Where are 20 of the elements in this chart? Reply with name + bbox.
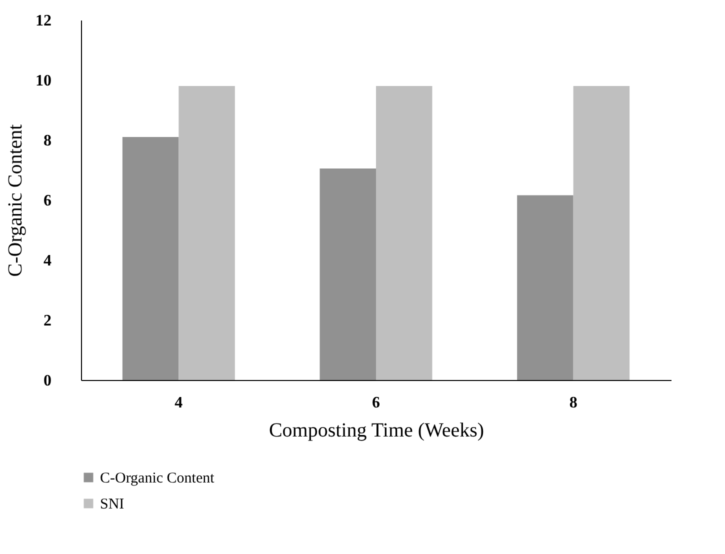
- x-tick-label: 4: [174, 394, 183, 412]
- bar: [178, 86, 235, 380]
- y-tick-label: 10: [36, 72, 52, 90]
- y-tick-label: 2: [44, 312, 52, 330]
- x-tick-label: 8: [569, 394, 578, 412]
- y-axis-title: C-Organic Content: [4, 124, 26, 277]
- y-tick-label: 12: [36, 12, 52, 30]
- bar: [573, 86, 630, 380]
- bar: [122, 137, 179, 380]
- y-tick-label: 4: [44, 252, 52, 270]
- bar: [320, 168, 376, 380]
- y-tick-label: 0: [44, 372, 52, 390]
- bar: [376, 86, 432, 380]
- legend-label: C-Organic Content: [100, 470, 216, 486]
- x-tick-label: 6: [372, 394, 380, 412]
- x-axis-title: Composting Time (Weeks): [268, 420, 484, 442]
- y-tick-label: 6: [44, 192, 52, 210]
- bar: [517, 195, 574, 380]
- y-tick-label: 8: [44, 132, 52, 150]
- legend-label: SNI: [100, 496, 124, 512]
